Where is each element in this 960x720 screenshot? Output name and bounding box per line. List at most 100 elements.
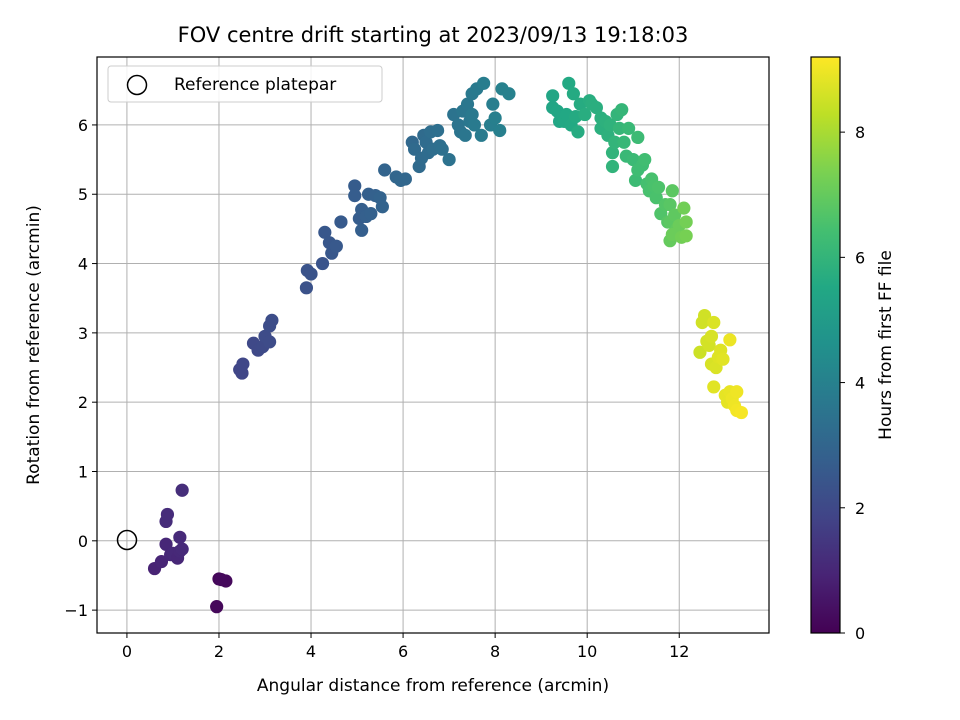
scatter-point <box>502 87 516 101</box>
scatter-point <box>631 130 645 145</box>
scatter-point <box>477 76 491 90</box>
scatter-point <box>378 163 392 177</box>
x-tick-label: 4 <box>306 642 316 661</box>
y-axis-ticks: −1 0 1 2 3 4 5 6 <box>64 116 97 620</box>
colorbar-tick-label: 0 <box>855 624 865 643</box>
y-axis-title: Rotation from reference (arcmin) <box>24 205 44 485</box>
legend-open-circle-icon <box>126 74 148 96</box>
scatter-point <box>173 530 187 544</box>
x-tick-label: 12 <box>669 642 689 661</box>
colorbar-ticks: 0 2 4 6 8 <box>840 123 865 643</box>
scatter-point <box>649 191 663 205</box>
scatter-point <box>668 208 682 222</box>
colorbar-tick-label: 8 <box>855 123 865 142</box>
scatter-point <box>355 223 369 237</box>
scatter-point <box>617 135 631 149</box>
x-axis-title: Angular distance from reference (arcmin) <box>257 676 609 696</box>
scatter-point <box>704 329 719 343</box>
scatter-point <box>612 121 627 135</box>
scatter-point <box>236 357 250 371</box>
scatter-point <box>214 573 228 587</box>
scatter-point <box>716 352 730 366</box>
scatter-point <box>622 121 636 135</box>
scatter-point <box>334 215 348 229</box>
scatter-point <box>679 215 693 229</box>
scatter-point <box>486 97 500 111</box>
colorbar-tick-label: 4 <box>855 374 865 393</box>
scatter-point <box>348 179 362 193</box>
y-tick-label: −1 <box>64 601 88 620</box>
scatter-point <box>651 180 666 194</box>
scatter-point <box>707 315 721 330</box>
scatter-point <box>467 118 482 132</box>
scatter-point <box>730 385 744 399</box>
scatter-point <box>175 542 189 556</box>
scatter-point <box>628 173 643 187</box>
x-tick-label: 2 <box>214 642 224 661</box>
scatter-point <box>566 87 580 101</box>
plot-frame <box>96 56 770 634</box>
scatter-point <box>265 313 279 327</box>
grid-lines <box>97 57 769 633</box>
scatter-point <box>474 128 488 142</box>
scatter-point <box>571 125 585 139</box>
x-axis-ticks: 0 2 4 6 8 10 12 <box>122 633 689 661</box>
legend-box <box>107 65 383 103</box>
scatter-point <box>154 555 169 569</box>
scatter-point <box>442 152 456 167</box>
scatter-point <box>175 483 189 497</box>
scatter-point <box>348 189 362 203</box>
scatter-point <box>723 333 737 347</box>
colorbar-tick-label: 2 <box>855 499 865 518</box>
scatter-point <box>638 152 652 167</box>
reference-platepar-marker <box>116 529 138 551</box>
colorbar-tick-label: 6 <box>855 248 865 267</box>
y-tick-label: 3 <box>78 324 88 343</box>
scatter-point <box>734 405 748 420</box>
scatter-point <box>318 225 332 239</box>
scatter-point <box>460 97 475 111</box>
x-tick-label: 6 <box>398 642 408 661</box>
y-tick-label: 5 <box>78 185 88 204</box>
scatter-point <box>364 207 378 221</box>
y-tick-label: 2 <box>78 393 88 412</box>
scatter-point <box>493 123 507 138</box>
scatter-point <box>210 600 224 614</box>
legend-label: Reference platepar <box>174 75 336 95</box>
scatter-point <box>315 256 330 271</box>
scatter-point <box>605 146 620 160</box>
scatter-point <box>665 184 679 198</box>
scatter-point <box>159 537 173 551</box>
y-tick-label: 1 <box>78 462 88 481</box>
scatter-point <box>465 107 479 122</box>
scatter-point <box>329 239 343 253</box>
y-tick-label: 6 <box>78 116 88 135</box>
scatter-point <box>589 100 603 115</box>
x-tick-label: 8 <box>490 642 500 661</box>
scatter-point <box>663 198 677 212</box>
scatter-point <box>375 200 389 214</box>
scatter-point <box>160 507 175 522</box>
x-tick-label: 10 <box>577 642 597 661</box>
scatter-point <box>435 142 449 156</box>
scatter-point <box>546 89 560 103</box>
colorbar <box>810 56 841 634</box>
scatter-point <box>707 380 721 394</box>
y-tick-label: 4 <box>78 255 88 274</box>
scatter-point <box>697 308 712 323</box>
scatter-point <box>304 267 318 281</box>
scatter-point <box>431 123 445 138</box>
scatter-point <box>677 201 691 215</box>
colorbar-title: Hours from first FF file <box>876 250 896 440</box>
scatter-point <box>458 128 472 142</box>
scatter-point <box>693 345 707 359</box>
y-tick-label: 0 <box>78 532 88 551</box>
scatter-point <box>608 135 622 149</box>
scatter-point <box>679 229 693 243</box>
scatter-point <box>605 159 620 174</box>
data-points <box>147 76 748 614</box>
x-tick-label: 0 <box>122 642 132 661</box>
scatter-point <box>578 107 592 122</box>
